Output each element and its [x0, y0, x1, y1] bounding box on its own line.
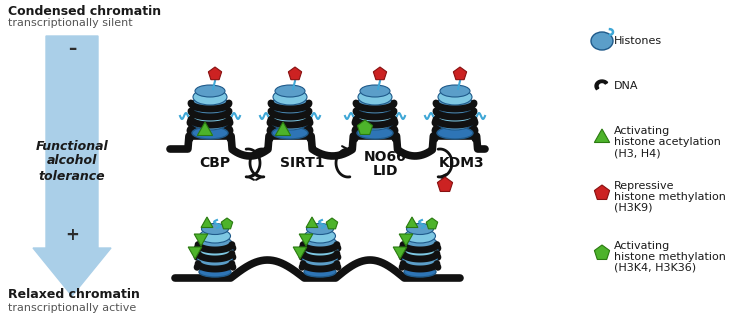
Text: (H3K4, H3K36): (H3K4, H3K36): [614, 263, 696, 273]
Ellipse shape: [303, 236, 337, 252]
Ellipse shape: [307, 223, 334, 234]
Polygon shape: [453, 67, 467, 80]
Ellipse shape: [404, 267, 436, 277]
Text: Functional: Functional: [35, 139, 109, 153]
Text: SIRT1: SIRT1: [279, 156, 325, 170]
Ellipse shape: [402, 236, 437, 252]
Text: NO66: NO66: [364, 150, 406, 164]
Ellipse shape: [301, 243, 338, 261]
Text: transcriptionally silent: transcriptionally silent: [8, 18, 133, 28]
Ellipse shape: [275, 85, 305, 97]
Text: (H3K9): (H3K9): [614, 203, 652, 213]
Polygon shape: [293, 247, 307, 259]
Ellipse shape: [436, 112, 474, 130]
Polygon shape: [594, 185, 609, 200]
Polygon shape: [221, 218, 233, 229]
Ellipse shape: [438, 89, 472, 105]
Ellipse shape: [406, 223, 433, 234]
Text: histone methylation: histone methylation: [614, 252, 726, 262]
Polygon shape: [393, 247, 407, 259]
Text: CBP: CBP: [199, 156, 230, 170]
Ellipse shape: [270, 103, 310, 123]
Polygon shape: [208, 67, 222, 80]
Ellipse shape: [437, 127, 473, 139]
Ellipse shape: [435, 103, 475, 123]
Polygon shape: [437, 177, 452, 191]
Polygon shape: [326, 218, 337, 229]
Text: +: +: [65, 226, 79, 244]
Ellipse shape: [304, 267, 336, 277]
Ellipse shape: [196, 243, 233, 261]
Ellipse shape: [191, 96, 229, 114]
Text: histone acetylation: histone acetylation: [614, 137, 721, 147]
Ellipse shape: [192, 127, 228, 139]
Polygon shape: [427, 218, 438, 229]
PathPatch shape: [595, 80, 608, 89]
Ellipse shape: [402, 252, 437, 268]
Text: (H3, H4): (H3, H4): [614, 148, 661, 158]
Ellipse shape: [356, 96, 394, 114]
Text: –: –: [68, 40, 76, 58]
Ellipse shape: [202, 223, 229, 234]
Ellipse shape: [360, 85, 390, 97]
Polygon shape: [406, 217, 418, 227]
Text: Relaxed chromatin: Relaxed chromatin: [8, 288, 140, 301]
Polygon shape: [357, 120, 373, 134]
Polygon shape: [33, 36, 111, 296]
Ellipse shape: [191, 112, 229, 130]
Polygon shape: [306, 217, 318, 227]
Text: Repressive: Repressive: [614, 181, 674, 191]
Polygon shape: [201, 217, 213, 227]
Text: KDM3: KDM3: [439, 156, 485, 170]
Polygon shape: [299, 234, 313, 246]
Polygon shape: [399, 234, 413, 246]
Ellipse shape: [436, 96, 474, 114]
Polygon shape: [188, 247, 202, 259]
Ellipse shape: [356, 112, 394, 130]
Ellipse shape: [402, 243, 439, 261]
Text: Activating: Activating: [614, 126, 670, 136]
Polygon shape: [594, 129, 609, 143]
Ellipse shape: [304, 229, 335, 243]
Ellipse shape: [193, 89, 227, 105]
Ellipse shape: [199, 267, 231, 277]
Text: transcriptionally active: transcriptionally active: [8, 303, 136, 313]
Text: tolerance: tolerance: [39, 169, 105, 182]
Polygon shape: [288, 67, 302, 80]
Ellipse shape: [198, 252, 233, 268]
Text: Histones: Histones: [614, 36, 662, 46]
Ellipse shape: [199, 229, 230, 243]
Ellipse shape: [357, 127, 393, 139]
Text: LID: LID: [372, 164, 398, 178]
Ellipse shape: [405, 229, 436, 243]
Ellipse shape: [273, 89, 307, 105]
Ellipse shape: [271, 96, 309, 114]
Polygon shape: [373, 67, 387, 80]
Ellipse shape: [440, 85, 470, 97]
Ellipse shape: [303, 252, 337, 268]
Ellipse shape: [358, 89, 392, 105]
Polygon shape: [194, 234, 208, 246]
Text: histone methylation: histone methylation: [614, 192, 726, 202]
Text: alcohol: alcohol: [47, 155, 97, 167]
Ellipse shape: [190, 103, 230, 123]
Ellipse shape: [198, 236, 233, 252]
Text: Condensed chromatin: Condensed chromatin: [8, 5, 161, 18]
Text: DNA: DNA: [614, 81, 639, 91]
Ellipse shape: [271, 112, 309, 130]
Ellipse shape: [355, 103, 395, 123]
Polygon shape: [197, 122, 213, 135]
Polygon shape: [594, 245, 609, 260]
Text: Activating: Activating: [614, 241, 670, 251]
Ellipse shape: [195, 85, 225, 97]
Ellipse shape: [272, 127, 308, 139]
Polygon shape: [276, 122, 291, 135]
Ellipse shape: [591, 32, 613, 50]
